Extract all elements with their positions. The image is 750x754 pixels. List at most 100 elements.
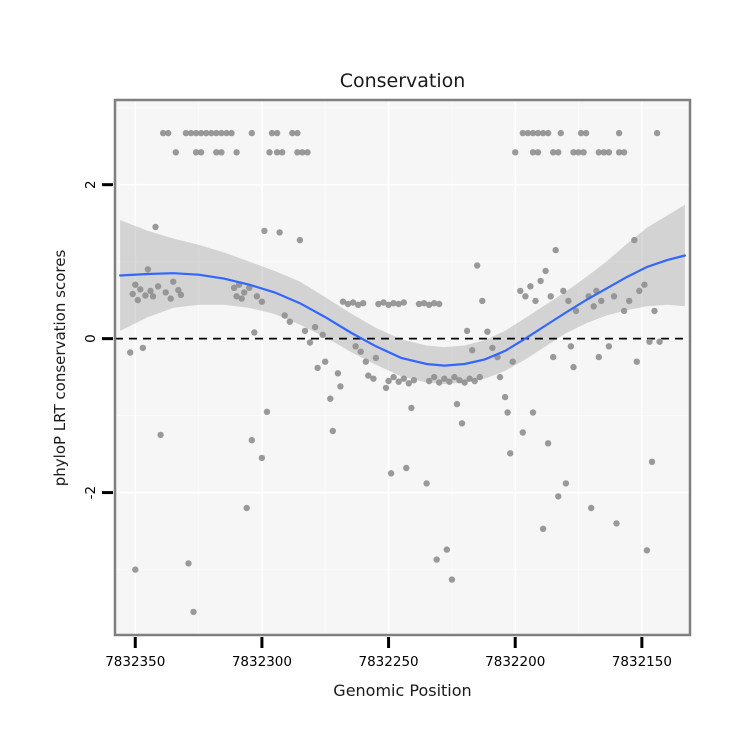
data-point — [572, 307, 580, 315]
data-point — [590, 303, 597, 310]
data-point — [631, 236, 638, 244]
data-point — [567, 343, 575, 350]
data-point — [273, 149, 281, 156]
data-point — [370, 375, 377, 382]
data-point — [182, 129, 190, 137]
data-point — [261, 227, 268, 235]
data-point — [357, 348, 364, 355]
data-point — [431, 300, 438, 307]
data-point — [395, 300, 402, 308]
data-point — [425, 301, 433, 308]
data-point — [139, 344, 147, 352]
data-point — [327, 395, 334, 402]
data-point — [633, 358, 640, 365]
data-point — [258, 298, 266, 305]
data-point — [408, 404, 415, 412]
x-tick-label: 7832150 — [612, 654, 672, 670]
data-point — [403, 464, 410, 472]
data-point — [539, 525, 547, 532]
data-point — [187, 129, 195, 137]
data-point — [263, 408, 271, 415]
data-point — [570, 149, 577, 156]
data-point — [517, 287, 524, 295]
data-point — [355, 301, 362, 308]
data-point — [550, 149, 557, 156]
data-point — [127, 349, 134, 356]
data-point — [519, 429, 526, 436]
data-point — [600, 149, 608, 156]
data-point — [197, 129, 205, 137]
data-point — [172, 149, 179, 156]
data-point — [192, 129, 200, 137]
data-point — [273, 129, 281, 137]
data-point — [436, 379, 443, 386]
data-point — [522, 293, 529, 300]
data-point — [443, 546, 450, 553]
data-point — [512, 149, 519, 156]
data-point — [595, 353, 602, 361]
data-point — [605, 343, 613, 350]
data-point — [299, 149, 306, 156]
data-point — [147, 287, 154, 295]
data-point — [177, 291, 185, 298]
data-point — [301, 327, 309, 335]
data-point — [534, 129, 542, 137]
data-point — [190, 608, 197, 616]
data-point — [365, 372, 372, 379]
data-point — [539, 129, 547, 137]
data-point — [544, 129, 552, 137]
data-point — [213, 149, 220, 156]
data-point — [626, 297, 633, 305]
data-point — [651, 307, 658, 315]
data-point — [154, 283, 162, 290]
data-point — [390, 373, 397, 381]
data-point — [266, 149, 273, 156]
data-point — [542, 267, 549, 275]
data-point — [251, 329, 258, 336]
data-point — [610, 293, 618, 300]
data-point — [306, 339, 314, 346]
data-point — [387, 470, 395, 477]
data-point — [142, 292, 149, 299]
data-point — [157, 431, 164, 439]
data-point — [228, 129, 235, 137]
data-point — [276, 229, 283, 236]
data-point — [144, 266, 152, 273]
data-point — [197, 149, 205, 156]
data-point — [641, 281, 648, 288]
data-point — [410, 377, 418, 384]
data-point — [162, 289, 169, 296]
data-point — [175, 286, 182, 294]
data-point — [456, 377, 463, 384]
data-point — [595, 149, 602, 156]
data-point — [218, 129, 225, 137]
data-point — [451, 373, 458, 381]
data-point — [433, 556, 440, 563]
data-point — [149, 293, 157, 300]
data-point — [248, 129, 255, 137]
data-point — [461, 379, 468, 386]
data-point — [134, 296, 141, 304]
data-point — [390, 300, 397, 307]
data-point — [329, 427, 336, 435]
data-point — [436, 300, 443, 308]
data-point — [562, 480, 570, 487]
data-point — [577, 129, 585, 137]
data-point — [431, 373, 438, 381]
data-point — [132, 566, 139, 573]
data-point — [405, 380, 412, 387]
x-axis-label: Genomic Position — [333, 681, 472, 700]
data-point — [385, 377, 392, 385]
data-point — [152, 223, 159, 231]
data-point — [656, 338, 663, 345]
data-point — [552, 246, 559, 254]
data-point — [570, 363, 577, 371]
data-point — [339, 298, 347, 305]
data-point — [534, 149, 542, 156]
data-point — [385, 301, 392, 308]
data-point — [529, 409, 537, 416]
data-point — [362, 358, 369, 365]
data-point — [304, 149, 311, 156]
